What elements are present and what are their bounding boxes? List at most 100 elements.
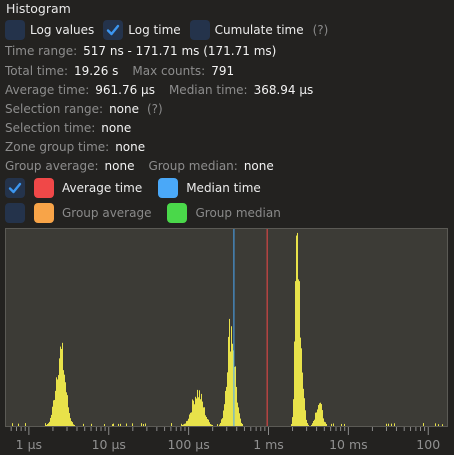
histogram-bar (308, 424, 309, 426)
histogram-bar (326, 423, 327, 426)
selection-help-icon[interactable]: (?) (147, 102, 163, 116)
histogram-bar (202, 401, 203, 426)
group-median-value: none (243, 159, 274, 173)
histogram-bar (227, 372, 228, 426)
histogram-bar (311, 424, 312, 426)
total-time-label: Total time: (5, 64, 68, 78)
histogram-bar (206, 416, 207, 426)
median-time-value: 368.94 µs (253, 83, 314, 97)
group-average-value: none (104, 159, 135, 173)
histogram-bar (323, 418, 324, 426)
histogram-bar (189, 414, 190, 426)
histogram-bar (182, 425, 183, 426)
histogram-bar (47, 424, 48, 426)
show-group-markers-checkbox[interactable] (5, 203, 25, 223)
histogram-bar (292, 417, 293, 426)
median-time-label: Median time: (168, 83, 248, 97)
histogram-bar (293, 399, 294, 426)
cumulate-time-checkbox[interactable] (189, 20, 210, 40)
histogram-bar (241, 422, 242, 426)
histogram-plot[interactable] (5, 228, 448, 427)
histogram-bar (53, 400, 54, 426)
histogram-bar (388, 423, 389, 426)
histogram-bar (344, 423, 345, 426)
histogram-bar (442, 424, 443, 426)
total-time-row: Total time: 19.26 s Max counts: 791 (5, 64, 248, 78)
histogram-bar (203, 407, 204, 426)
histogram-bar (333, 423, 334, 426)
histogram-bar (212, 424, 213, 426)
x-axis: 1 µs 10 µs 100 µs 1 ms 10 ms 100 (5, 427, 448, 455)
histogram-bar (65, 382, 66, 426)
show-markers-checkbox[interactable] (5, 178, 25, 198)
histogram-bar (223, 410, 224, 426)
histogram-bar (294, 341, 295, 426)
histogram-bar (331, 423, 332, 426)
max-counts-label: Max counts: (132, 64, 206, 78)
histogram-bar (320, 402, 321, 426)
x-tick-label: 10 µs (91, 437, 126, 452)
histogram-bars (12, 232, 443, 426)
histogram-bar (224, 404, 225, 426)
histogram-bar (45, 423, 46, 426)
histogram-bar (18, 423, 19, 426)
x-tick-label: 1 µs (15, 437, 43, 452)
histogram-bar (386, 423, 387, 426)
histogram-bar (210, 424, 211, 426)
cumulate-time-label[interactable]: Cumulate time (214, 23, 304, 37)
log-values-label[interactable]: Log values (30, 23, 95, 37)
log-time-label[interactable]: Log time (128, 23, 181, 37)
group-median-legend-label: Group median (195, 206, 281, 220)
log-values-checkbox[interactable] (5, 20, 25, 40)
histogram-bar (64, 374, 65, 426)
histogram-bar (74, 424, 75, 426)
histogram-bar (184, 423, 185, 426)
histogram-bar (301, 348, 302, 426)
legend-row-2: Group average Group median (5, 203, 297, 223)
histogram-bar (291, 424, 292, 426)
group-average-color-swatch (34, 203, 54, 223)
cumulate-help-icon[interactable]: (?) (312, 23, 329, 37)
histogram-bar (141, 423, 142, 426)
histogram-bar (341, 423, 342, 426)
histogram-bar (185, 423, 186, 426)
histogram-bar (229, 318, 230, 426)
histogram-bar (315, 412, 316, 426)
histogram-bar (298, 279, 299, 426)
histogram-bar (54, 399, 55, 426)
selection-range-value: none (109, 102, 139, 116)
histogram-bar (438, 424, 439, 426)
histogram-bar (231, 326, 232, 426)
checkmark-icon (8, 182, 22, 194)
histogram-bar (220, 422, 221, 426)
histogram-bar (299, 281, 300, 426)
histogram-bar (61, 348, 62, 426)
zone-group-time-value: none (115, 140, 146, 154)
histogram-bar (199, 390, 200, 426)
histogram-bar (217, 424, 218, 426)
histogram-bar (71, 421, 72, 426)
histogram-bar (219, 424, 220, 426)
histogram-bar (204, 407, 205, 426)
median-time-color-swatch (158, 178, 179, 198)
histogram-bar (50, 417, 51, 426)
average-time-row: Average time: 961.76 µs Median time: 368… (5, 83, 327, 97)
histogram-bar (306, 419, 307, 426)
x-tick-label: 100 (416, 437, 441, 452)
time-range-label: Time range: (5, 44, 78, 58)
histogram-bar (239, 413, 240, 426)
histogram-bar (72, 422, 73, 426)
histogram-bar (66, 392, 67, 426)
histogram-bar (195, 396, 196, 426)
histogram-bar (188, 418, 189, 426)
histogram-bar (60, 346, 61, 426)
histogram-bar (126, 423, 127, 426)
histogram-bar (193, 400, 194, 426)
group-average-row: Group average: none Group median: none (5, 159, 288, 173)
histogram-bar (295, 281, 296, 426)
average-time-label: Average time: (5, 83, 90, 97)
histogram-bar (73, 424, 74, 426)
log-time-checkbox[interactable] (103, 20, 124, 40)
histogram-bar (25, 423, 26, 426)
histogram-bar (113, 423, 114, 426)
